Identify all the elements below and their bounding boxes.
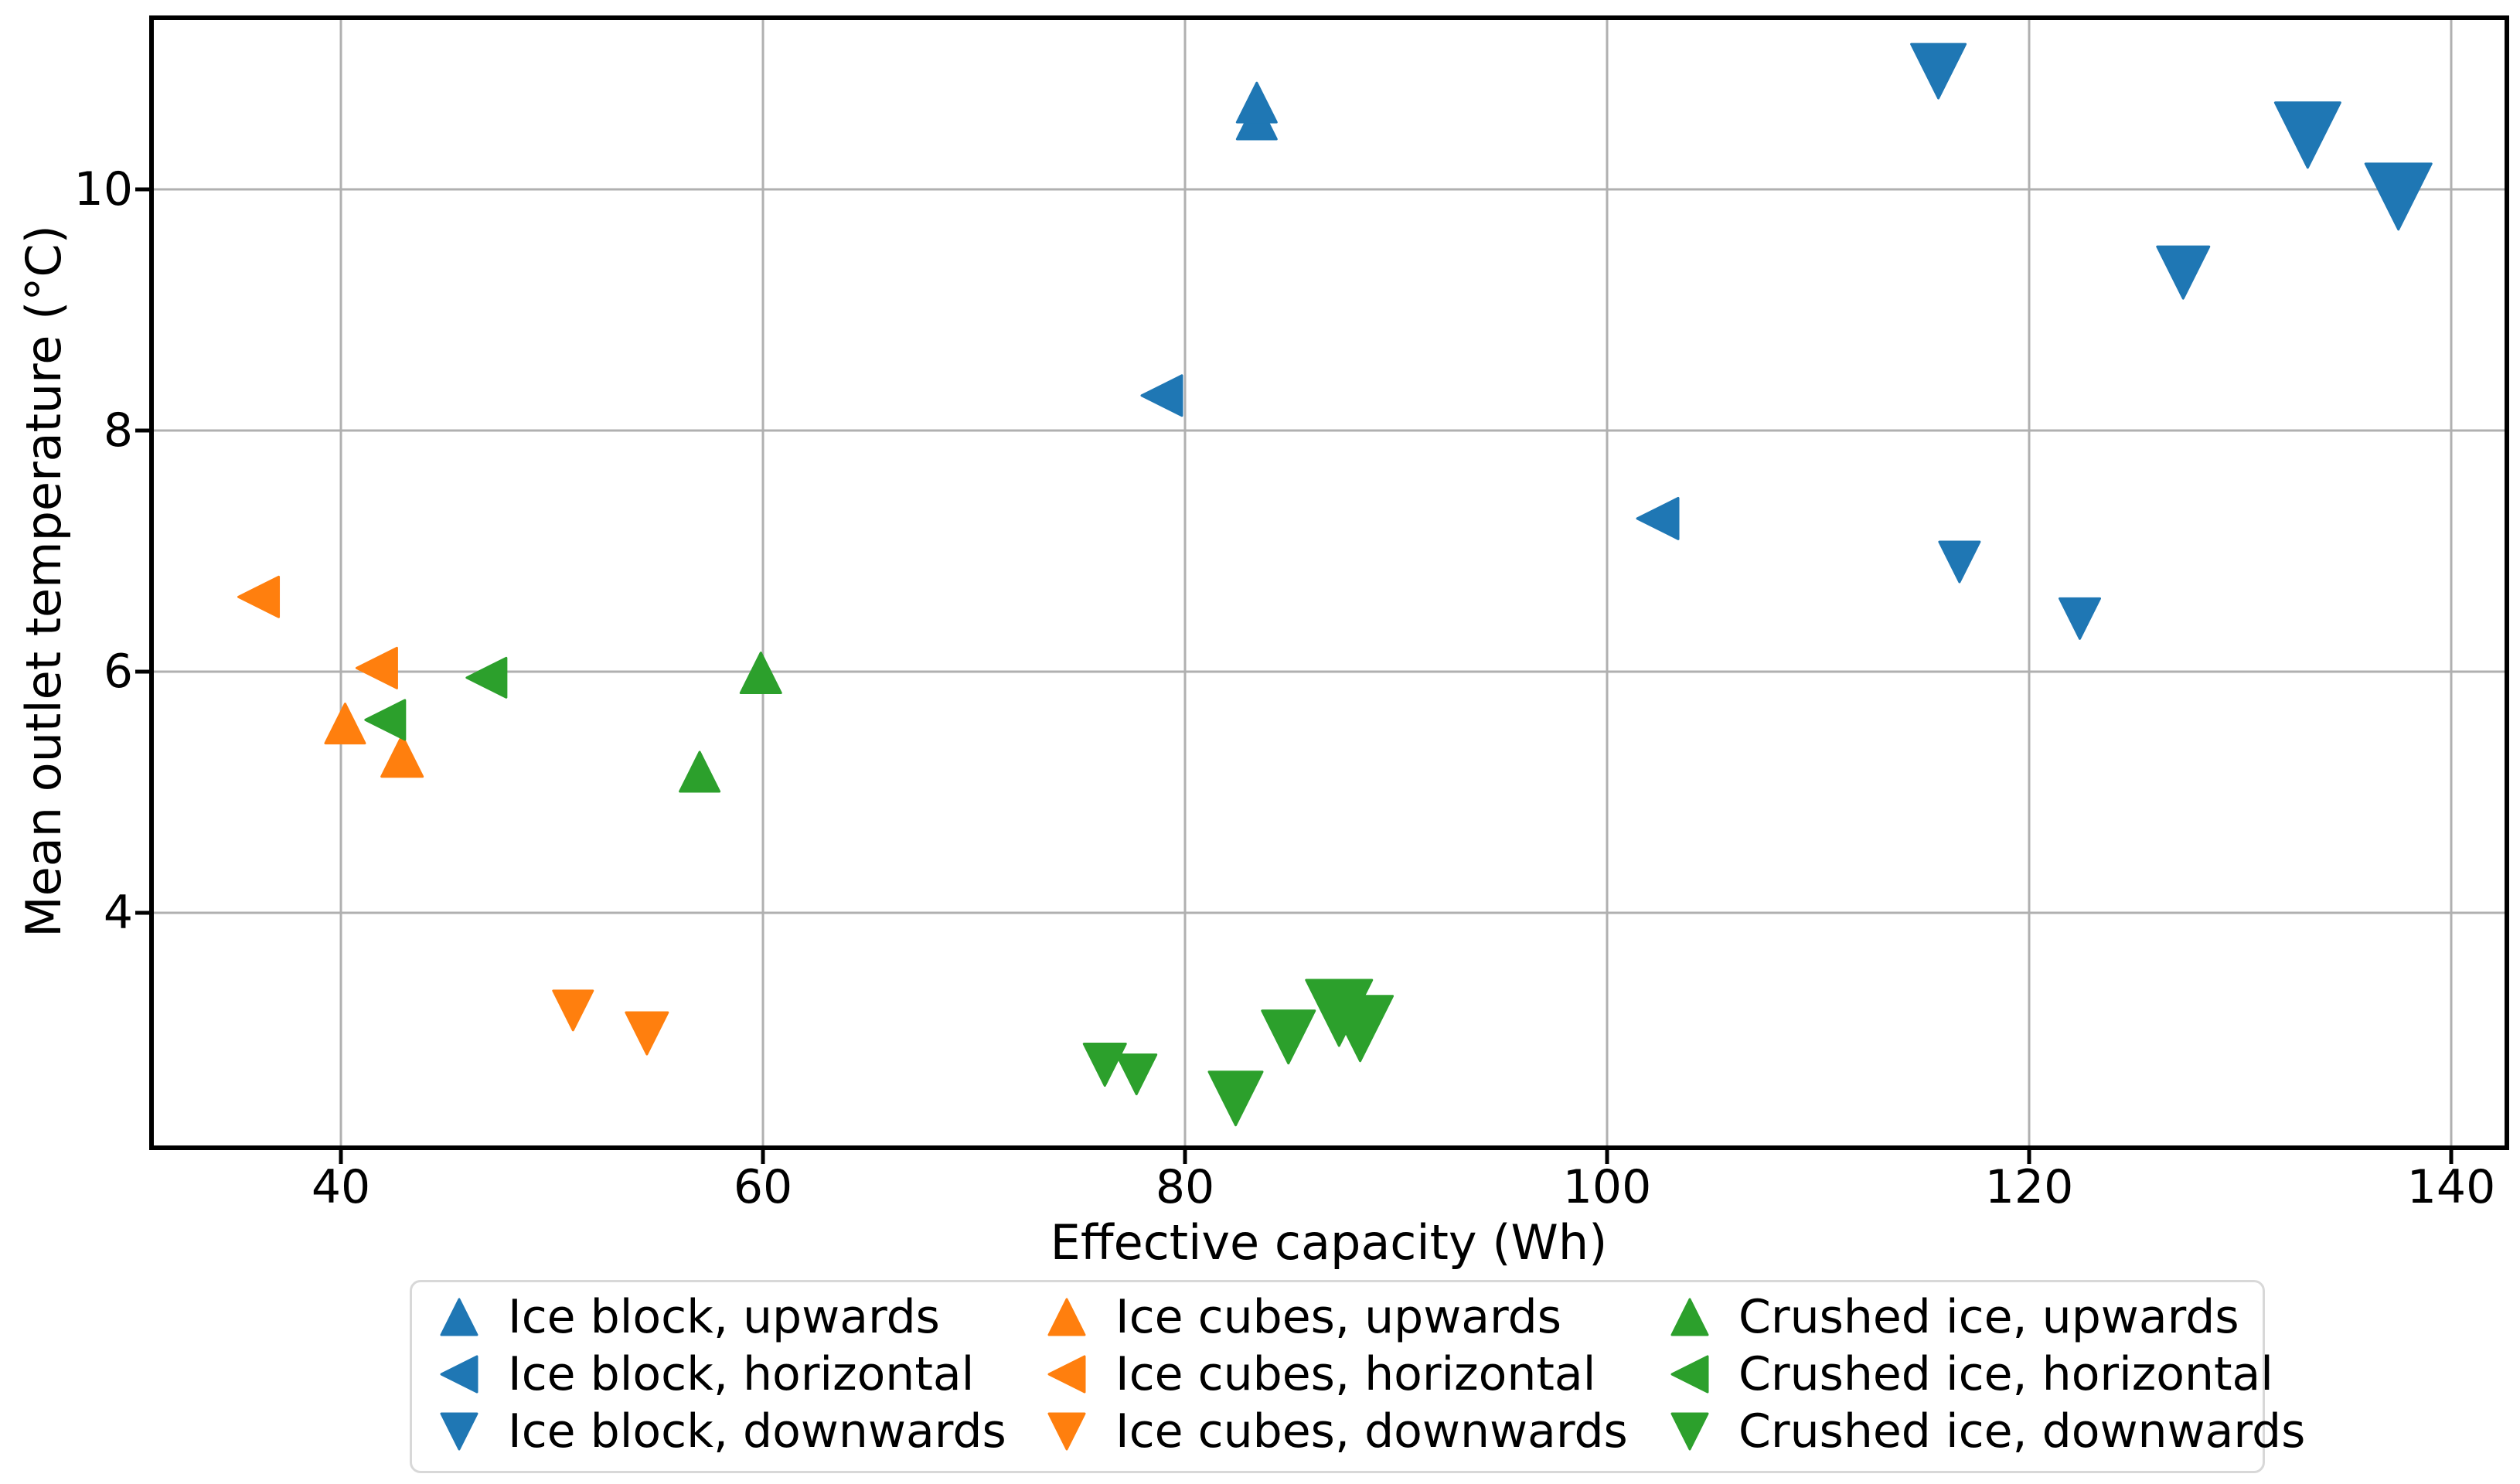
legend-item: Ice block, downwards <box>438 1408 1046 1455</box>
legend-item: Ice cubes, downwards <box>1046 1408 1669 1455</box>
data-point-triangle-left <box>355 646 398 689</box>
data-point-triangle-down <box>1938 540 1981 584</box>
triangle-up-icon <box>1047 1298 1086 1336</box>
data-point-triangle-left <box>237 575 281 618</box>
data-point-triangle-down <box>2364 162 2433 231</box>
legend-label: Ice block, downwards <box>508 1404 1006 1458</box>
triangle-down-icon <box>1670 1412 1709 1451</box>
y-tick-label: 8 <box>103 403 133 458</box>
legend-item: Crushed ice, upwards <box>1669 1294 2305 1340</box>
legend-item: Ice cubes, horizontal <box>1046 1351 1669 1397</box>
data-point-triangle-down <box>1115 1053 1158 1096</box>
data-point-triangle-up <box>739 652 782 695</box>
data-point-triangle-up <box>1235 81 1278 124</box>
data-point-triangle-up <box>679 751 721 793</box>
legend-grid: Ice block, upwards Ice block, horizontal I… <box>438 1288 2305 1460</box>
triangle-down-icon <box>1047 1412 1086 1451</box>
data-point-triangle-down <box>1910 43 1967 100</box>
legend: Ice block, upwards Ice block, horizontal I… <box>410 1280 2305 1473</box>
axes-border <box>149 15 2509 1150</box>
y-tick-label: 6 <box>103 645 133 699</box>
y-axis-label: Mean outlet temperature (°C) <box>15 225 72 938</box>
y-tick-label: 10 <box>73 162 133 216</box>
legend-item: Ice cubes, upwards <box>1046 1294 1669 1340</box>
x-tick-label: 40 <box>311 1160 371 1214</box>
legend-label: Ice block, upwards <box>508 1290 940 1344</box>
legend-label: Ice cubes, upwards <box>1115 1290 1562 1344</box>
data-point-triangle-down <box>2156 245 2211 300</box>
data-point-triangle-up <box>380 734 424 778</box>
legend-item: Ice block, horizontal <box>438 1351 1046 1397</box>
data-point-triangle-down <box>625 1011 669 1056</box>
data-point-triangle-down <box>1305 979 1374 1047</box>
legend-label: Crushed ice, downwards <box>1738 1404 2306 1458</box>
triangle-left-icon <box>440 1355 478 1394</box>
triangle-left-icon <box>1670 1355 1709 1394</box>
triangle-left-icon <box>1047 1355 1086 1394</box>
data-point-triangle-left <box>1140 374 1183 417</box>
data-point-triangle-left <box>364 699 407 741</box>
data-point-triangle-down <box>1261 1009 1316 1065</box>
data-point-triangle-left <box>1636 496 1680 540</box>
data-point-triangle-down <box>2059 597 2102 640</box>
x-tick-label: 120 <box>1984 1160 2074 1214</box>
legend-label: Ice block, horizontal <box>508 1347 975 1401</box>
legend-item: Crushed ice, downwards <box>1669 1408 2305 1455</box>
legend-label: Crushed ice, horizontal <box>1738 1347 2273 1401</box>
x-tick-label: 80 <box>1155 1160 1215 1214</box>
data-point-triangle-left <box>465 656 508 699</box>
x-tick-label: 60 <box>733 1160 793 1214</box>
legend-label: Ice cubes, downwards <box>1115 1404 1628 1458</box>
legend-label: Crushed ice, upwards <box>1738 1290 2239 1344</box>
data-point-triangle-up <box>324 703 366 745</box>
data-point-triangle-down <box>2273 101 2341 169</box>
data-point-triangle-down <box>1207 1070 1264 1127</box>
x-tick-label: 100 <box>1562 1160 1652 1214</box>
triangle-down-icon <box>440 1412 478 1451</box>
y-tick-label: 4 <box>103 886 133 940</box>
data-point-triangle-down <box>552 989 594 1032</box>
triangle-up-icon <box>1670 1298 1709 1336</box>
x-axis-label: Effective capacity (Wh) <box>1050 1214 1608 1271</box>
legend-label: Ice cubes, horizontal <box>1115 1347 1596 1401</box>
x-tick-label: 140 <box>2406 1160 2496 1214</box>
legend-item: Crushed ice, horizontal <box>1669 1351 2305 1397</box>
legend-item: Ice block, upwards <box>438 1294 1046 1340</box>
triangle-up-icon <box>440 1298 478 1336</box>
data-point-triangle-down <box>1082 1043 1127 1087</box>
